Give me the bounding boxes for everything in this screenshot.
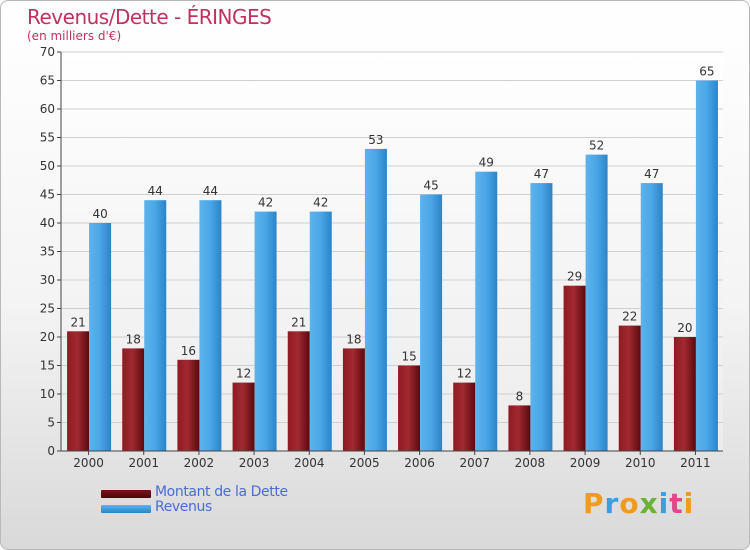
- data-label-revenue: 40: [92, 207, 107, 221]
- bar-debt: [673, 337, 696, 451]
- proxiti-logo: Proxiti: [583, 487, 694, 520]
- bar-debt: [398, 365, 421, 451]
- data-label-debt: 12: [457, 367, 472, 381]
- data-label-debt: 18: [126, 332, 141, 346]
- y-tick-label: 70: [40, 45, 55, 59]
- logo-letter: i: [683, 487, 695, 520]
- data-label-revenue: 47: [534, 167, 549, 181]
- x-tick-label: 2011: [680, 456, 711, 470]
- bar-debt: [342, 348, 365, 451]
- bar-revenue: [309, 211, 332, 451]
- y-tick-label: 25: [40, 302, 55, 316]
- x-tick-label: 2006: [404, 456, 435, 470]
- data-label-debt: 15: [401, 350, 416, 364]
- y-tick-label: 35: [40, 245, 55, 259]
- bar-revenue: [475, 171, 498, 451]
- y-tick-label: 45: [40, 188, 55, 202]
- x-tick-label: 2004: [294, 456, 325, 470]
- logo-letter: x: [639, 487, 659, 520]
- bar-revenue: [420, 194, 443, 451]
- bar-revenue: [695, 80, 718, 451]
- data-label-revenue: 42: [313, 196, 328, 210]
- bar-revenue: [640, 183, 663, 451]
- bar-debt: [453, 382, 476, 451]
- bar-debt: [67, 331, 90, 451]
- y-tick-label: 60: [40, 102, 55, 116]
- bar-revenue: [89, 223, 112, 451]
- x-tick-label: 2001: [128, 456, 159, 470]
- logo-letter: t: [669, 487, 684, 520]
- x-tick-label: 2008: [515, 456, 546, 470]
- y-tick-label: 15: [40, 359, 55, 373]
- x-tick-label: 2010: [625, 456, 656, 470]
- bar-debt: [618, 325, 641, 451]
- bar-revenue: [254, 211, 277, 451]
- bar-revenue: [530, 183, 553, 451]
- logo-letter: P: [583, 487, 605, 520]
- bar-debt: [232, 382, 255, 451]
- y-tick-label: 0: [47, 444, 55, 458]
- data-label-debt: 16: [181, 344, 196, 358]
- data-label-revenue: 65: [699, 65, 714, 79]
- data-label-debt: 21: [70, 315, 85, 329]
- bar-revenue: [585, 154, 608, 451]
- data-label-revenue: 47: [644, 167, 659, 181]
- data-label-revenue: 53: [368, 133, 383, 147]
- y-tick-label: 20: [40, 330, 55, 344]
- bar-debt: [563, 285, 586, 451]
- data-label-revenue: 52: [589, 139, 604, 153]
- bar-revenue: [144, 200, 167, 451]
- data-label-debt: 12: [236, 367, 251, 381]
- data-label-revenue: 45: [423, 179, 438, 193]
- x-tick-label: 2007: [459, 456, 490, 470]
- logo-letter: r: [604, 487, 620, 520]
- data-label-debt: 22: [622, 310, 637, 324]
- chart-subtitle: (en milliers d'€): [27, 29, 122, 43]
- x-tick-label: 2003: [239, 456, 270, 470]
- data-label-debt: 29: [567, 270, 582, 284]
- data-label-debt: 20: [677, 321, 692, 335]
- data-label-debt: 18: [346, 332, 361, 346]
- bar-debt: [508, 405, 531, 451]
- x-tick-label: 2009: [570, 456, 601, 470]
- bar-revenue: [199, 200, 222, 451]
- y-tick-label: 30: [40, 273, 55, 287]
- chart-title: Revenus/Dette - ÉRINGES: [27, 5, 272, 29]
- logo-letter: i: [658, 487, 670, 520]
- y-tick-label: 65: [40, 74, 55, 88]
- y-tick-label: 50: [40, 159, 55, 173]
- x-tick-label: 2005: [349, 456, 380, 470]
- data-label-revenue: 49: [479, 156, 494, 170]
- bar-revenue: [364, 148, 387, 451]
- x-tick-label: 2000: [73, 456, 104, 470]
- bar-debt: [287, 331, 310, 451]
- bar-debt: [122, 348, 145, 451]
- legend-label-debt: Montant de la Dette: [155, 484, 288, 500]
- y-tick-label: 55: [40, 131, 55, 145]
- data-label-revenue: 44: [148, 184, 163, 198]
- data-label-revenue: 44: [203, 184, 218, 198]
- legend-swatch-debt: [101, 490, 151, 498]
- y-tick-label: 10: [40, 387, 55, 401]
- legend-label-revenue: Revenus: [155, 499, 212, 515]
- y-tick-label: 40: [40, 216, 55, 230]
- y-tick-label: 5: [47, 416, 55, 430]
- data-label-debt: 21: [291, 315, 306, 329]
- logo-letter: o: [619, 487, 640, 520]
- x-tick-label: 2002: [184, 456, 215, 470]
- bar-debt: [177, 359, 200, 451]
- data-label-revenue: 42: [258, 196, 273, 210]
- legend-swatch-revenue: [101, 505, 151, 513]
- data-label-debt: 8: [516, 389, 524, 403]
